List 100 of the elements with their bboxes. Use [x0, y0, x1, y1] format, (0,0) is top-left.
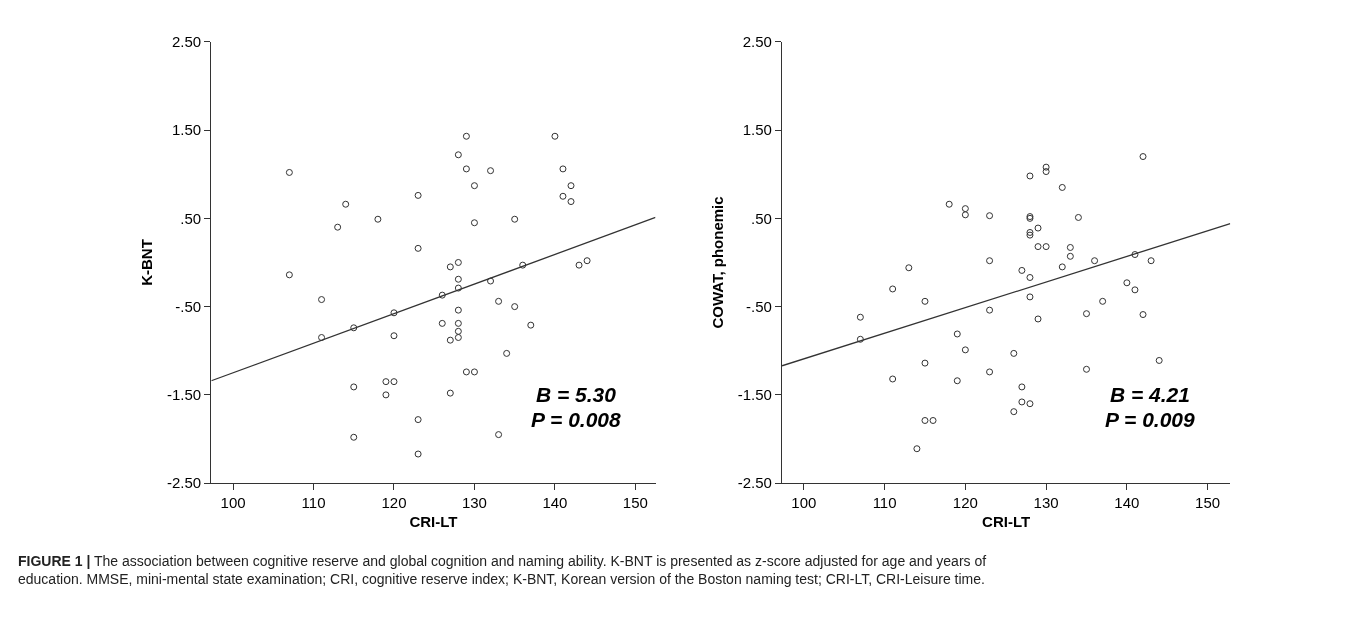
point: [446, 263, 454, 271]
point: [1083, 310, 1090, 318]
x-tick-label: 120: [952, 494, 978, 512]
point: [961, 346, 969, 354]
point: [929, 416, 937, 424]
point: [1026, 172, 1034, 180]
point: [318, 296, 326, 304]
point: [1123, 279, 1131, 287]
point: [454, 275, 462, 283]
point: [961, 205, 969, 213]
point: [527, 321, 535, 329]
point: [342, 200, 350, 208]
point: [350, 433, 358, 441]
point: [1042, 163, 1050, 171]
point: [462, 165, 470, 173]
point: [1010, 349, 1018, 357]
point: [905, 264, 913, 272]
x-tick-label: 130: [1033, 494, 1059, 512]
point: [454, 319, 462, 327]
x-tick-label: 150: [1195, 494, 1221, 512]
annotation: P = 0.009: [1105, 408, 1196, 431]
point: [1139, 153, 1147, 161]
point: [414, 450, 422, 458]
point: [551, 132, 559, 140]
point: [986, 212, 994, 220]
y-tick-label: .50: [180, 209, 202, 227]
point: [414, 191, 422, 199]
y-tick-label: 2.50: [742, 33, 772, 51]
point: [559, 192, 567, 200]
point: [1026, 400, 1034, 408]
point: [511, 303, 519, 311]
point: [462, 368, 470, 376]
point: [986, 257, 994, 265]
point: [454, 258, 462, 266]
x-tick-label: 110: [301, 494, 326, 512]
x-tick-label: 130: [461, 494, 487, 512]
point: [414, 416, 422, 424]
annotation: B = 4.21: [1110, 383, 1190, 406]
point: [350, 324, 358, 332]
point: [470, 368, 478, 376]
y-axis-title: COWAT, phonemic: [708, 196, 726, 329]
x-tick-label: 100: [220, 494, 246, 512]
y-tick-label: 2.50: [172, 33, 202, 51]
point: [454, 327, 462, 335]
point: [1058, 263, 1066, 271]
point: [583, 257, 591, 265]
x-tick-label: 110: [872, 494, 897, 512]
point: [986, 368, 994, 376]
point: [1091, 257, 1099, 265]
point: [889, 375, 897, 383]
y-tick-label: -1.50: [737, 386, 772, 404]
point: [945, 200, 953, 208]
point: [1026, 228, 1034, 236]
point: [1139, 311, 1147, 319]
y-tick-label: -.50: [175, 297, 202, 315]
point: [1034, 243, 1042, 251]
y-tick-label: -.50: [746, 297, 772, 315]
point: [487, 277, 495, 285]
point: [454, 306, 462, 314]
point: [382, 378, 390, 386]
annotation: P = 0.008: [531, 408, 622, 431]
y-axis-title: K-BNT: [138, 239, 156, 286]
point: [1131, 286, 1139, 294]
point: [1147, 257, 1155, 265]
x-tick-label: 100: [791, 494, 817, 512]
point: [495, 297, 503, 305]
point: [454, 151, 462, 159]
point: [1026, 273, 1034, 281]
point: [1018, 266, 1026, 274]
point: [446, 389, 454, 397]
point: [1034, 224, 1042, 232]
point: [454, 334, 462, 341]
y-tick-label: 1.50: [742, 121, 772, 139]
x-axis-title: CRI-LT: [982, 513, 1031, 531]
y-tick-label: 1.50: [172, 121, 202, 139]
y-tick-label: -1.50: [167, 386, 202, 404]
point: [1074, 213, 1082, 221]
point: [495, 431, 503, 439]
point: [1018, 383, 1026, 391]
point: [390, 332, 398, 340]
point: [567, 182, 575, 190]
point: [519, 261, 527, 269]
point: [470, 182, 478, 190]
point: [446, 336, 454, 344]
point: [889, 285, 897, 293]
point: [1131, 251, 1139, 259]
point: [470, 219, 478, 227]
point: [1010, 408, 1018, 416]
point: [921, 297, 929, 305]
point: [390, 378, 398, 386]
x-tick-label: 120: [381, 494, 407, 512]
point: [986, 306, 994, 314]
point: [511, 215, 519, 223]
point: [1034, 315, 1042, 323]
point: [462, 132, 470, 140]
point: [1083, 365, 1090, 373]
point: [285, 271, 293, 279]
point: [856, 313, 864, 321]
point: [285, 168, 293, 176]
point: [953, 377, 961, 385]
